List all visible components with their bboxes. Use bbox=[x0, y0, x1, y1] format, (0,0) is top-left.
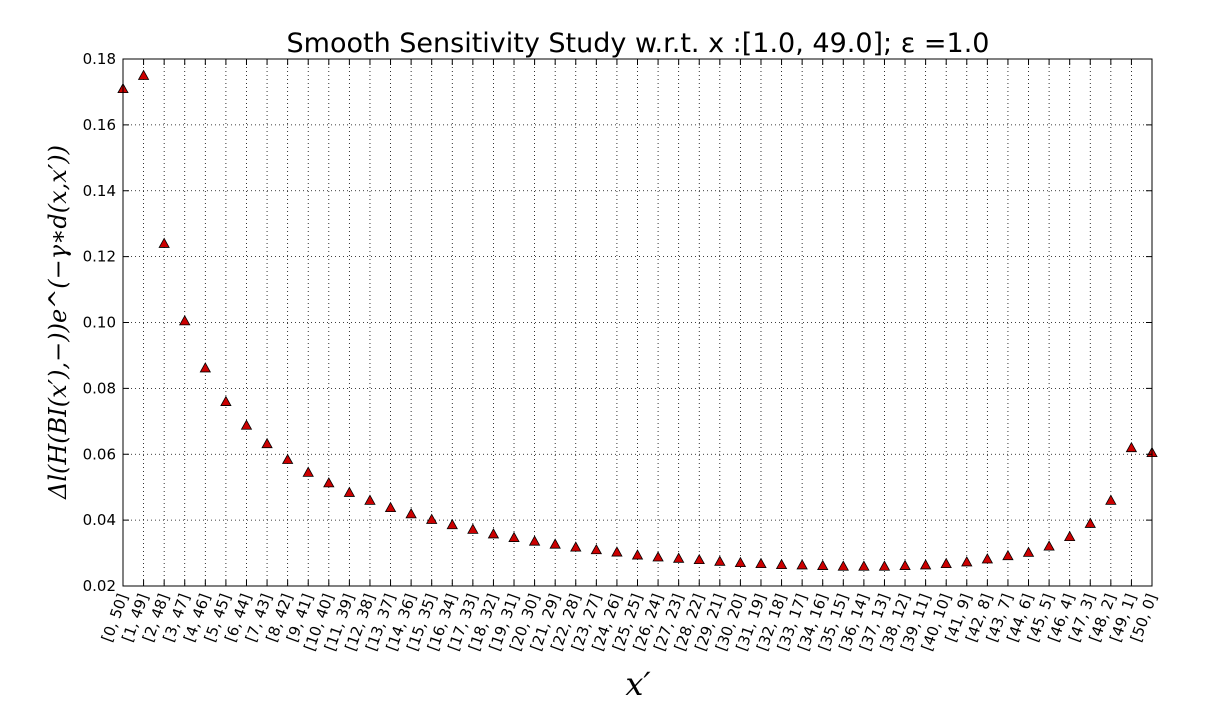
data-point bbox=[570, 541, 582, 552]
data-point bbox=[734, 556, 747, 568]
data-point bbox=[611, 546, 623, 557]
y-tick-label: 0.02 bbox=[83, 577, 116, 595]
y-axis-ticks: 0.02 0.04 0.06 0.08 0.10 0.12 0.14 0.16 0.18 bbox=[83, 50, 1152, 595]
data-point bbox=[858, 560, 870, 571]
y-tick-label: 0.12 bbox=[83, 248, 116, 266]
data-point bbox=[302, 466, 314, 477]
data-point bbox=[199, 362, 211, 373]
y-tick-label: 0.06 bbox=[83, 445, 116, 463]
y-tick-label: 0.04 bbox=[83, 511, 116, 529]
data-point bbox=[343, 486, 356, 497]
y-tick-label: 0.10 bbox=[83, 314, 116, 332]
data-point bbox=[1002, 549, 1014, 561]
data-markers bbox=[117, 69, 1158, 571]
data-point bbox=[467, 523, 479, 534]
data-point bbox=[981, 553, 994, 564]
data-point bbox=[405, 508, 417, 519]
data-point bbox=[1105, 494, 1117, 505]
data-point bbox=[528, 535, 541, 546]
data-point bbox=[220, 395, 232, 406]
data-point bbox=[508, 531, 520, 542]
y-tick-label: 0.08 bbox=[83, 379, 116, 397]
data-point bbox=[158, 237, 170, 248]
data-point bbox=[487, 528, 500, 539]
data-point bbox=[714, 555, 726, 566]
data-point bbox=[1043, 540, 1055, 551]
plot-area bbox=[122, 58, 1153, 587]
data-point bbox=[940, 557, 952, 569]
y-tick-label: 0.16 bbox=[83, 116, 116, 134]
data-point bbox=[384, 501, 397, 513]
data-point bbox=[1064, 530, 1076, 541]
data-point bbox=[137, 69, 150, 80]
data-point bbox=[755, 557, 767, 569]
data-point bbox=[446, 518, 458, 530]
data-point bbox=[878, 560, 891, 571]
data-point bbox=[796, 559, 808, 570]
data-point bbox=[1084, 517, 1096, 528]
data-point bbox=[549, 538, 561, 549]
x-axis-label: x′ bbox=[625, 665, 651, 703]
grid bbox=[123, 59, 1152, 586]
data-point bbox=[261, 437, 273, 449]
data-point bbox=[652, 551, 664, 562]
data-point bbox=[179, 315, 191, 326]
x-axis-ticks: [0, 50][1, 49][2, 48][3, 47][4, 46][5, 4… bbox=[98, 59, 1161, 653]
y-tick-label: 0.18 bbox=[83, 50, 116, 68]
data-point bbox=[1125, 441, 1138, 453]
chart-title: Smooth Sensitivity Study w.r.t. x :[1.0,… bbox=[287, 28, 990, 59]
data-point bbox=[775, 558, 788, 569]
data-point bbox=[961, 556, 973, 567]
data-point bbox=[693, 553, 705, 565]
y-axis-label: Δl(H(BI(x′),−))e^(−γ∗d(x,x′)) bbox=[44, 145, 72, 500]
data-point bbox=[672, 552, 685, 563]
data-point bbox=[590, 543, 603, 555]
data-point bbox=[837, 560, 849, 571]
data-point bbox=[919, 559, 932, 570]
data-point bbox=[240, 419, 253, 430]
y-tick-label: 0.14 bbox=[83, 182, 116, 200]
data-point bbox=[426, 513, 438, 524]
data-point bbox=[817, 559, 829, 570]
data-point bbox=[631, 549, 644, 560]
data-point bbox=[1022, 546, 1035, 557]
data-point bbox=[899, 559, 911, 570]
data-point bbox=[364, 494, 376, 505]
data-point bbox=[323, 477, 335, 488]
data-point bbox=[281, 453, 294, 464]
